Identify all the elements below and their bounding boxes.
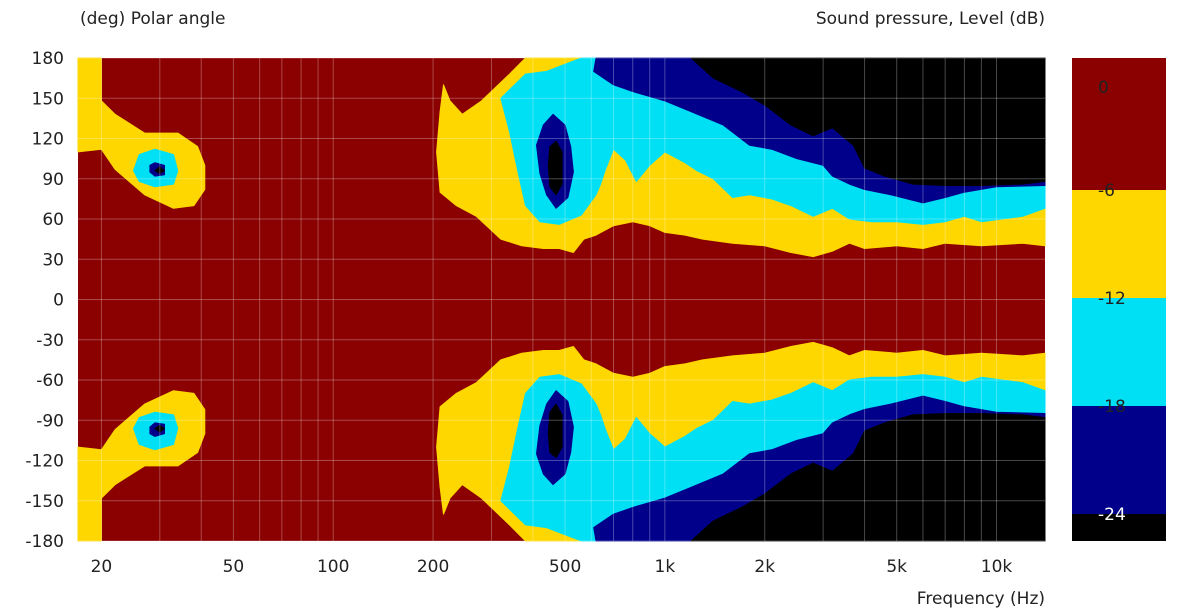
contour-region-m24-0-upper [154, 166, 165, 174]
x-tick-label: 10k [981, 557, 1013, 577]
y-tick-label: -150 [25, 492, 64, 512]
y-tick-label: -90 [36, 411, 64, 431]
colorbar-band [1072, 190, 1166, 298]
y-tick-label: 90 [42, 170, 64, 190]
y-tick-label: 180 [32, 49, 64, 69]
contour-region-m24-1-lower [547, 403, 563, 459]
x-tick-label: 1k [655, 557, 676, 577]
plot-area [77, 57, 1046, 542]
x-tick-label: 50 [223, 557, 245, 577]
y-tick-label: 0 [53, 291, 64, 311]
x-tick-label: 2k [754, 557, 775, 577]
colorbar-band [1072, 298, 1166, 406]
x-tick-label: 500 [549, 557, 581, 577]
x-tick-label: 20 [91, 557, 113, 577]
contour-region-m24-1-upper [547, 140, 563, 196]
grid-lines [78, 57, 1045, 542]
x-tick-label: 5k [886, 557, 907, 577]
colorbar-band [1072, 406, 1166, 514]
y-tick-label: 30 [42, 250, 64, 270]
y-axis-ticks: 180 150 120 90 60 30 0 -30 -60 -90 -120 -150 -180 [25, 49, 64, 552]
y-tick-label: -60 [36, 371, 64, 391]
y-tick-label: -120 [25, 452, 64, 472]
x-axis-label: Frequency (Hz) [917, 589, 1045, 609]
colorbar-band [1072, 58, 1166, 190]
x-tick-label: 200 [417, 557, 449, 577]
colorbar: 0 -6 -12 -18 -24 [1072, 58, 1166, 541]
title-right: Sound pressure, Level (dB) [816, 9, 1045, 29]
title-left: (deg) Polar angle [80, 9, 225, 29]
colorbar-label: -18 [1098, 397, 1126, 417]
y-tick-label: 120 [32, 130, 64, 150]
colorbar-label: 0 [1098, 78, 1109, 98]
colorbar-label: -24 [1098, 505, 1126, 525]
contour-region-m24-0-lower [154, 425, 165, 433]
y-tick-label: 60 [42, 210, 64, 230]
x-tick-label: 100 [317, 557, 349, 577]
contour-region-m24-2-lower [690, 413, 1046, 542]
contour-region-m24-2-upper [690, 57, 1046, 186]
colorbar-label: -12 [1098, 289, 1126, 309]
x-axis-ticks: 20 50 100 200 500 1k 2k 5k 10k [91, 557, 1013, 577]
colorbar-label: -6 [1098, 181, 1115, 201]
colorbar-band [1072, 514, 1166, 541]
y-tick-label: -180 [25, 532, 64, 552]
y-tick-label: -30 [36, 331, 64, 351]
contour-layers [77, 57, 1046, 542]
y-tick-label: 150 [32, 89, 64, 109]
